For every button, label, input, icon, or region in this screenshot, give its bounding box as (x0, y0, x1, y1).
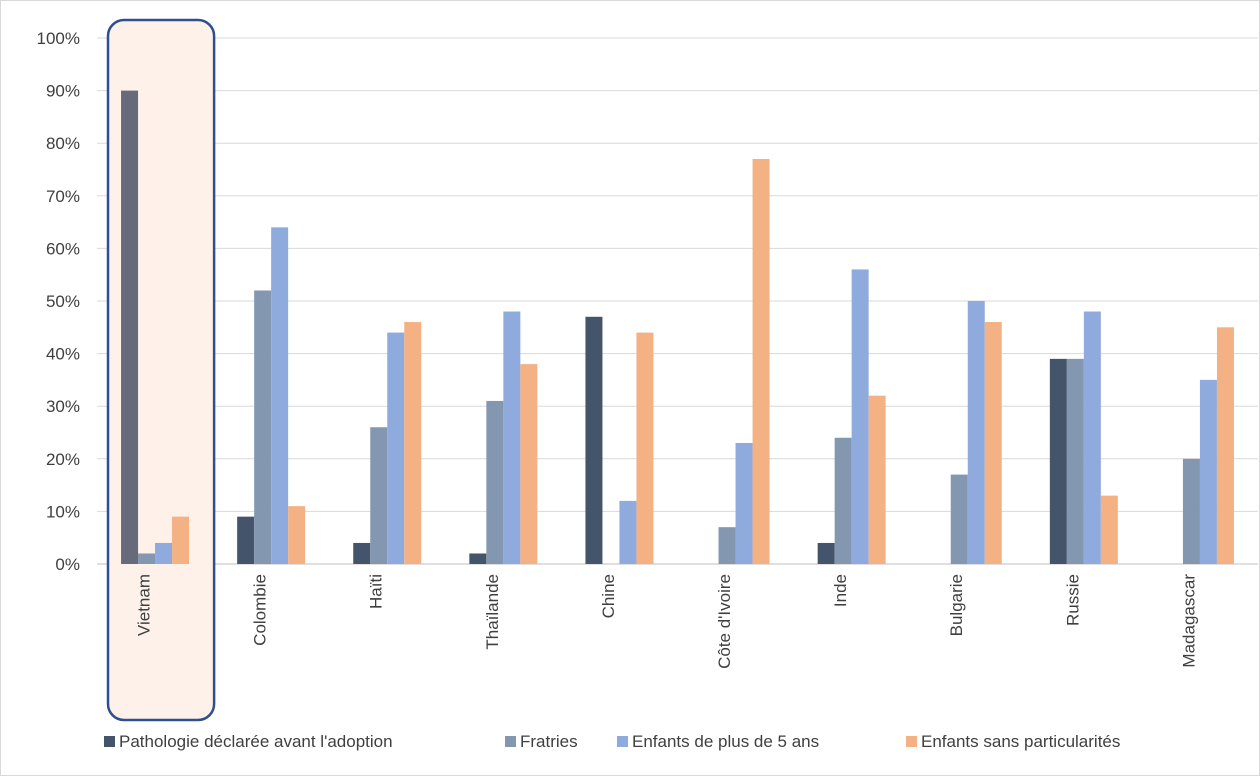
bar (585, 316, 603, 564)
bar (288, 506, 306, 564)
bar (172, 516, 190, 564)
bar (254, 290, 272, 564)
legend-label: Fratries (520, 732, 578, 751)
legend-label: Enfants sans particularités (921, 732, 1120, 751)
bar (1182, 458, 1200, 564)
bar (1083, 311, 1101, 564)
bar (387, 332, 405, 564)
bar (237, 516, 255, 564)
y-tick-label: 70% (46, 187, 80, 206)
bar (834, 437, 852, 564)
legend-swatch (104, 736, 115, 747)
bar (121, 90, 139, 564)
y-tick-label: 20% (46, 450, 80, 469)
legend-label: Enfants de plus de 5 ans (632, 732, 819, 751)
legend-label: Pathologie déclarée avant l'adoption (119, 732, 393, 751)
legend-swatch (617, 736, 628, 747)
y-tick-label: 50% (46, 292, 80, 311)
x-tick-label: Haïti (367, 574, 386, 609)
bar (155, 542, 173, 564)
y-tick-label: 30% (46, 397, 80, 416)
bar (735, 443, 753, 564)
x-tick-label: Vietnam (135, 574, 154, 636)
x-tick-label: Chine (599, 574, 618, 618)
bar (752, 158, 770, 565)
legend-swatch (505, 736, 516, 747)
y-tick-label: 0% (55, 555, 80, 574)
x-tick-label: Russie (1063, 574, 1082, 626)
bar (636, 332, 654, 564)
y-tick-label: 80% (46, 134, 80, 153)
bar (370, 427, 388, 564)
y-tick-label: 100% (37, 29, 80, 48)
y-tick-label: 90% (46, 82, 80, 101)
legend: Pathologie déclarée avant l'adoption Frat… (104, 732, 1120, 751)
bar (486, 400, 504, 564)
bar (868, 395, 886, 564)
bar (718, 527, 736, 564)
bars (121, 90, 1234, 565)
bar (817, 542, 835, 564)
bar (1066, 358, 1084, 564)
bar (851, 269, 869, 564)
bar (1199, 379, 1217, 564)
bar (271, 227, 289, 565)
bar (950, 474, 968, 564)
bar (619, 500, 637, 564)
x-tick-label: Bulgarie (947, 574, 966, 636)
bar (404, 322, 422, 564)
x-tick-label: Inde (831, 574, 850, 607)
x-axis-ticks: Vietnam Colombie Haïti Thaïlande Chine Côte d… (135, 574, 1199, 669)
bar (520, 364, 538, 564)
x-tick-label: Colombie (251, 574, 270, 646)
bar (138, 553, 156, 564)
bar (967, 301, 985, 564)
y-tick-label: 40% (46, 345, 80, 364)
bar (503, 311, 521, 564)
legend-swatch (906, 736, 917, 747)
x-tick-label: Côte d'Ivoire (715, 574, 734, 669)
y-tick-label: 10% (46, 502, 80, 521)
bar (353, 542, 371, 564)
bar (984, 322, 1002, 564)
y-axis-ticks: 0% 10% 20% 30% 40% 50% 60% 70% 80% 90% 100% (37, 29, 80, 574)
y-tick-label: 60% (46, 239, 80, 258)
x-tick-label: Madagascar (1179, 574, 1198, 668)
x-tick-label: Thaïlande (483, 574, 502, 650)
bar (1100, 495, 1118, 564)
bar (469, 553, 487, 564)
bar (1216, 327, 1234, 564)
bar (1049, 358, 1067, 564)
